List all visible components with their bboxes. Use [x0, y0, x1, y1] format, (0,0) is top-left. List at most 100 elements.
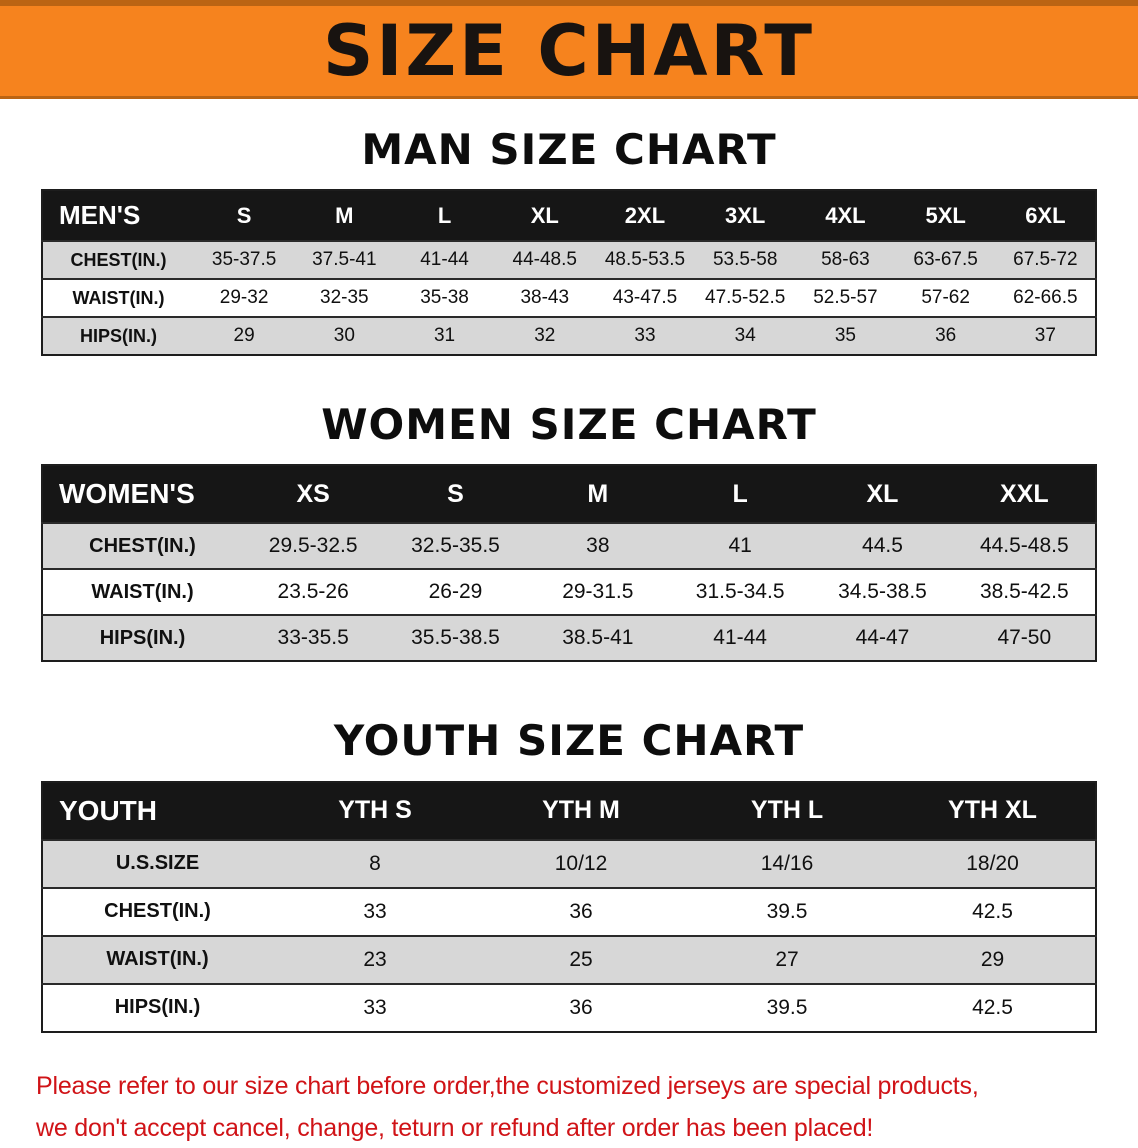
table-cell: 48.5-53.5 — [604, 249, 686, 271]
table-row: CHEST(IN.) 33 36 39.5 42.5 — [42, 887, 1096, 936]
row-label: HIPS(IN.) — [114, 996, 201, 1019]
table-cell: 23 — [363, 947, 387, 971]
table-row: HIPS(IN.) 33-35.5 35.5-38.5 38.5-41 41-44 44-… — [42, 615, 1096, 662]
row-label: WAIST(IN.) — [72, 287, 165, 308]
row-label: CHEST(IN.) — [104, 900, 211, 923]
table-cell: 62-66.5 — [1013, 287, 1078, 309]
column-header: YTH M — [478, 781, 684, 840]
column-header: 4XL — [795, 190, 896, 242]
table-cell: 63-67.5 — [913, 249, 978, 271]
page-title: SIZE CHART — [322, 10, 816, 92]
disclaimer: Please refer to our size chart before or… — [36, 1067, 1116, 1148]
men-section-heading: MAN SIZE CHART — [361, 125, 777, 174]
table-cell: 29 — [233, 325, 255, 347]
table-cell: 36 — [569, 995, 593, 1019]
table-cell: 52.5-57 — [813, 287, 878, 309]
table-row: HIPS(IN.) 33 36 39.5 42.5 — [42, 983, 1096, 1032]
column-header: YTH XL — [890, 781, 1096, 840]
table-cell: 26-29 — [428, 580, 483, 604]
table-cell: 47-50 — [997, 626, 1052, 650]
table-cell: 37 — [1034, 325, 1056, 347]
banner: SIZE CHART — [0, 0, 1138, 99]
column-header: S — [194, 190, 295, 242]
table-cell: 67.5-72 — [1013, 249, 1078, 271]
table-cell: 41-44 — [713, 626, 767, 650]
column-header: L — [394, 190, 495, 242]
column-header: XL — [494, 190, 595, 242]
table-cell: 18/20 — [966, 851, 1019, 875]
table-cell: 38-43 — [520, 287, 570, 309]
table-cell: 38.5-41 — [562, 626, 634, 650]
table-cell: 44.5 — [862, 534, 903, 558]
table-cell: 35-38 — [420, 287, 469, 309]
column-header: M — [526, 465, 669, 524]
table-row: CHEST(IN.) 35-37.5 37.5-41 41-44 44-48.5 48.5… — [42, 241, 1096, 280]
table-cell: 38 — [586, 534, 610, 558]
table-header-row: MEN'S S M L XL 2XL 3XL 4XL 5XL 6XL — [42, 190, 1096, 242]
women-size-table: WOMEN'S XS S M L XL XXL CHEST(IN.) 29.5-32.5 32.5… — [41, 464, 1097, 663]
table-cell: 33 — [634, 325, 656, 347]
table-cell: 41 — [728, 534, 752, 558]
table-cell: 37.5-41 — [312, 249, 377, 271]
row-label: U.S.SIZE — [115, 852, 200, 875]
row-label: CHEST(IN.) — [70, 249, 167, 270]
column-header: 6XL — [995, 190, 1096, 242]
row-label: WAIST(IN.) — [106, 948, 209, 971]
column-header: XXL — [953, 465, 1096, 524]
table-cell: 33 — [363, 899, 387, 923]
row-label: CHEST(IN.) — [89, 534, 196, 557]
table-cell: 58-63 — [821, 249, 870, 271]
table-title-cell: WOMEN'S — [42, 465, 242, 524]
disclaimer-line-2: we don't accept cancel, change, teturn o… — [36, 1114, 874, 1143]
youth-section-heading: YOUTH SIZE CHART — [333, 716, 805, 766]
table-title-cell: YOUTH — [42, 781, 272, 840]
table-cell: 29-32 — [219, 287, 269, 309]
column-header: XS — [242, 465, 385, 524]
table-cell: 35.5-38.5 — [411, 626, 500, 650]
table-cell: 31.5-34.5 — [695, 580, 785, 604]
table-row: U.S.SIZE 8 10/12 14/16 18/20 — [42, 839, 1096, 888]
column-header: 5XL — [895, 190, 996, 242]
table-cell: 47.5-52.5 — [705, 287, 786, 309]
table-row: WAIST(IN.) 29-32 32-35 35-38 38-43 43-47.5 47.… — [42, 279, 1096, 318]
men-size-section: MAN SIZE CHART MEN'S S M L XL 2XL 3XL 4XL 5XL 6XL… — [0, 125, 1138, 357]
table-header-row: YOUTH YTH S YTH M YTH L YTH XL — [42, 781, 1096, 840]
table-cell: 32-35 — [320, 287, 369, 309]
table-cell: 39.5 — [766, 995, 808, 1019]
table-cell: 10/12 — [554, 851, 608, 875]
column-header: YTH S — [272, 781, 478, 840]
table-cell: 44-47 — [855, 626, 910, 650]
table-cell: 30 — [333, 325, 355, 347]
table-row: WAIST(IN.) 23.5-26 26-29 29-31.5 31.5-34.5 34… — [42, 569, 1096, 616]
table-cell: 33 — [363, 995, 387, 1019]
table-cell: 42.5 — [972, 899, 1013, 923]
table-header-row: WOMEN'S XS S M L XL XXL — [42, 465, 1096, 524]
table-cell: 42.5 — [972, 995, 1013, 1019]
column-header: 2XL — [594, 190, 696, 242]
table-row: HIPS(IN.) 29 30 31 32 33 34 35 36 37 — [42, 317, 1096, 356]
table-cell: 29-31.5 — [562, 580, 634, 604]
table-cell: 8 — [369, 851, 381, 875]
table-cell: 41-44 — [420, 249, 469, 271]
table-row: CHEST(IN.) 29.5-32.5 32.5-35.5 38 41 44.5 44.5… — [42, 523, 1096, 570]
table-cell: 34 — [734, 325, 756, 347]
men-size-table: MEN'S S M L XL 2XL 3XL 4XL 5XL 6XL CHEST(IN.) 35-37… — [41, 189, 1097, 357]
women-section-heading: WOMEN SIZE CHART — [321, 400, 817, 450]
row-label: WAIST(IN.) — [91, 580, 194, 603]
table-cell: 14/16 — [760, 851, 814, 875]
column-header: L — [668, 465, 812, 524]
youth-size-section: YOUTH SIZE CHART YOUTH YTH S YTH M YTH L YTH… — [0, 716, 1138, 1033]
table-cell: 29.5-32.5 — [268, 534, 358, 558]
size-chart-content: MAN SIZE CHART MEN'S S M L XL 2XL 3XL 4XL 5XL 6XL… — [0, 125, 1138, 1033]
table-cell: 33-35.5 — [277, 626, 349, 650]
table-cell: 43-47.5 — [612, 287, 678, 309]
table-cell: 34.5-38.5 — [838, 580, 927, 604]
table-title-cell: MEN'S — [42, 190, 194, 242]
column-header: M — [294, 190, 395, 242]
column-header: XL — [811, 465, 954, 524]
row-label: HIPS(IN.) — [99, 626, 186, 649]
table-cell: 36 — [569, 899, 593, 923]
table-cell: 53.5-58 — [712, 249, 778, 271]
column-header: YTH L — [684, 781, 890, 840]
